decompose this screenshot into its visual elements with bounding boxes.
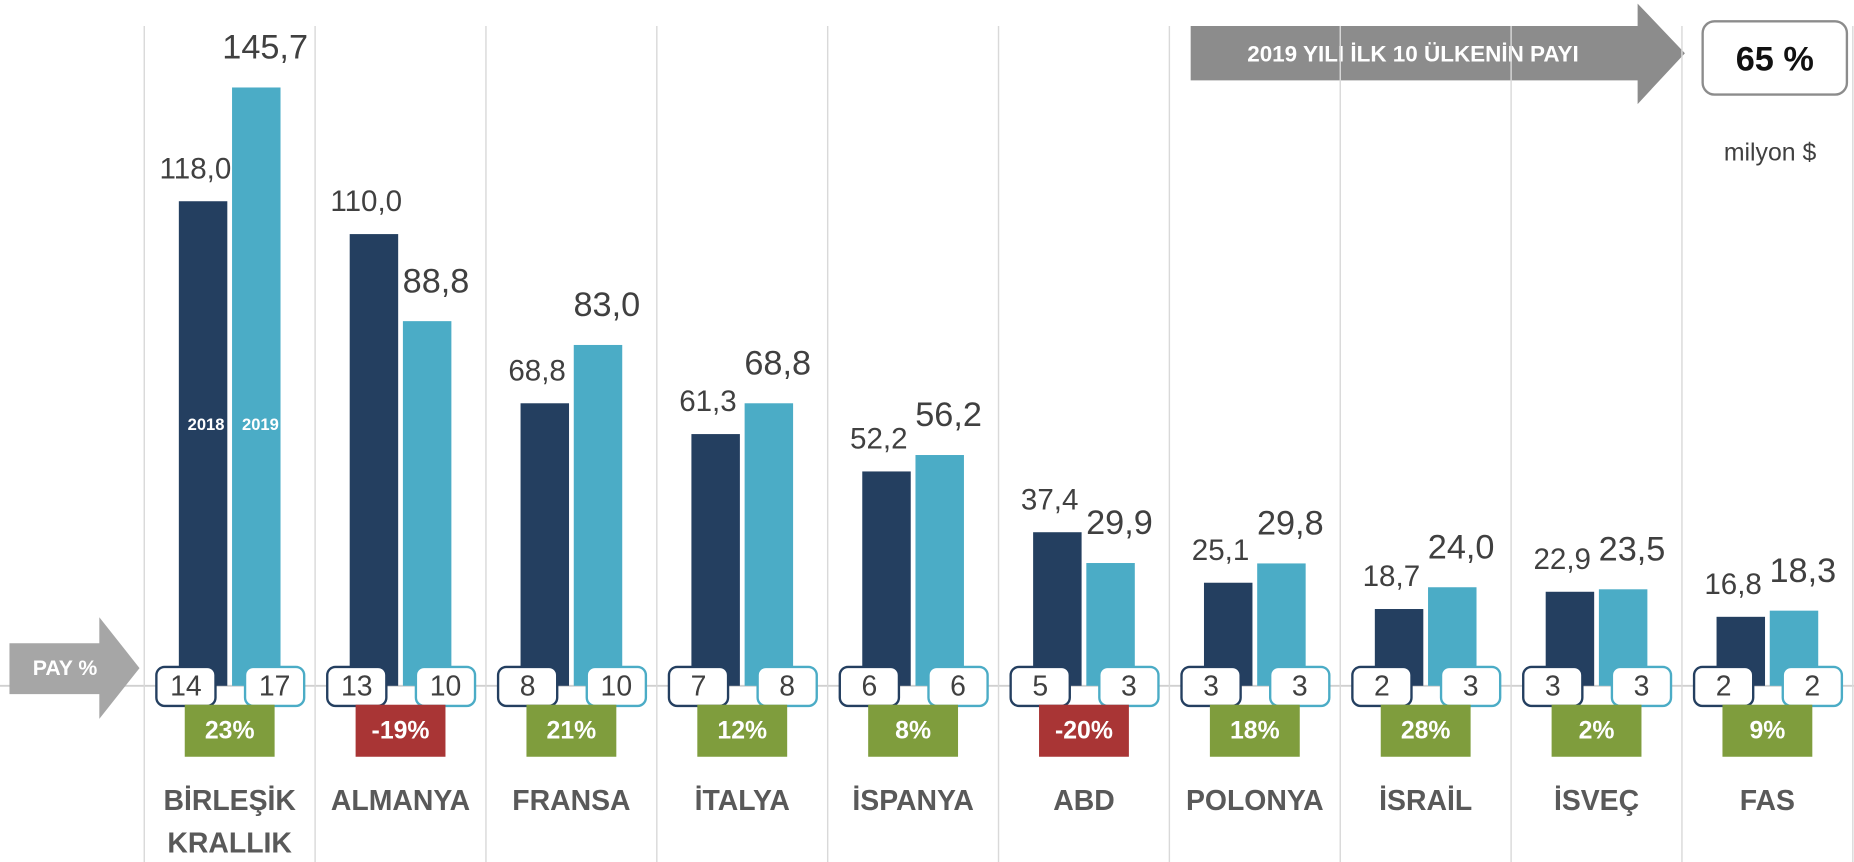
category-label: FRANSA — [486, 780, 656, 862]
category-label: ALMANYA — [315, 780, 485, 862]
share-label: 3 — [1121, 671, 1137, 703]
category-label: İSPANYA — [828, 780, 998, 862]
bar — [1033, 532, 1081, 686]
share-label: 2 — [1716, 671, 1732, 703]
value-label: 18,7 — [1363, 560, 1421, 593]
unit-label: milyon $ — [1724, 139, 1817, 166]
bar — [521, 403, 569, 686]
value-label: 118,0 — [160, 152, 232, 185]
share-label: 5 — [1032, 671, 1048, 703]
share-label: 6 — [861, 671, 877, 703]
x-tick-label: İSRAİL — [1341, 780, 1511, 823]
value-label: 25,1 — [1192, 534, 1250, 567]
share-label: 7 — [691, 671, 707, 703]
bar — [745, 403, 793, 686]
chart: PAY % 2019 YILI İLK 10 ÜLKENİN PAYI 65 %… — [0, 0, 1854, 862]
change-label: 28% — [1401, 717, 1451, 744]
x-tick-label: İSVEÇ — [1511, 780, 1681, 823]
value-label: 56,2 — [915, 396, 982, 434]
value-label: 68,8 — [744, 345, 811, 383]
pay-label: PAY % — [33, 656, 98, 680]
category-label: POLONYA — [1170, 780, 1340, 862]
bar — [350, 234, 398, 686]
value-label: 83,0 — [574, 286, 641, 324]
bar — [691, 434, 739, 686]
bar — [179, 201, 227, 686]
top10-value: 65 % — [1736, 41, 1814, 79]
value-label: 110,0 — [330, 185, 402, 218]
share-label: 2 — [1374, 671, 1390, 703]
x-tick-label: ALMANYA — [315, 780, 485, 823]
x-tick-label: FRANSA — [486, 780, 656, 823]
value-label: 16,8 — [1704, 568, 1762, 601]
share-label: 3 — [1463, 671, 1479, 703]
x-tick-label: İSPANYA — [828, 780, 998, 823]
value-label: 18,3 — [1770, 552, 1837, 590]
change-label: -20% — [1055, 717, 1113, 744]
x-tick-label: POLONYA — [1170, 780, 1340, 823]
share-label: 3 — [1203, 671, 1219, 703]
value-label: 68,8 — [508, 354, 566, 387]
share-label: 14 — [170, 671, 202, 703]
value-label: 29,8 — [1257, 505, 1324, 543]
value-label: 22,9 — [1533, 543, 1591, 576]
top10-label: 2019 YILI İLK 10 ÜLKENİN PAYI — [1247, 42, 1579, 67]
category-label: İTALYA — [657, 780, 827, 862]
change-label: 8% — [895, 717, 931, 744]
page: {"chart_data": {"type": "bar", "categori… — [0, 0, 1854, 862]
x-tick-label: İTALYA — [657, 780, 827, 823]
bar — [232, 87, 280, 685]
category-label: BİRLEŞİK KRALLIK — [145, 780, 315, 862]
bar — [915, 455, 963, 686]
category-label: FAS — [1682, 780, 1852, 862]
share-label: 3 — [1545, 671, 1561, 703]
change-label: 18% — [1230, 717, 1280, 744]
category-label: ABD — [999, 780, 1169, 862]
change-label: 2% — [1579, 717, 1615, 744]
legend-label: 2019 — [242, 415, 279, 434]
value-label: 88,8 — [403, 262, 470, 300]
change-label: 23% — [205, 717, 255, 744]
x-tick-label: FAS — [1682, 780, 1852, 823]
value-label: 23,5 — [1599, 531, 1666, 569]
share-label: 8 — [520, 671, 536, 703]
change-label: -19% — [372, 717, 430, 744]
value-label: 145,7 — [222, 29, 308, 67]
legend-label: 2018 — [188, 415, 225, 434]
share-label: 10 — [601, 671, 633, 703]
value-label: 52,2 — [850, 423, 908, 456]
share-label: 10 — [430, 671, 462, 703]
share-label: 3 — [1292, 671, 1308, 703]
category-label: İSRAİL — [1341, 780, 1511, 862]
bar — [574, 345, 622, 686]
x-tick-label: BİRLEŞİK KRALLIK — [145, 780, 315, 862]
share-label: 3 — [1634, 671, 1650, 703]
change-label: 12% — [717, 717, 767, 744]
bar — [403, 321, 451, 686]
bar — [862, 471, 910, 685]
value-label: 61,3 — [679, 385, 737, 418]
share-label: 2 — [1804, 671, 1820, 703]
value-label: 37,4 — [1021, 483, 1079, 516]
change-label: 21% — [547, 717, 597, 744]
change-label: 9% — [1749, 717, 1785, 744]
value-label: 24,0 — [1428, 528, 1495, 566]
share-label: 8 — [779, 671, 795, 703]
category-label: İSVEÇ — [1511, 780, 1681, 862]
share-label: 17 — [259, 671, 291, 703]
value-label: 29,9 — [1086, 504, 1153, 542]
x-tick-label: ABD — [999, 780, 1169, 823]
share-label: 13 — [341, 671, 373, 703]
share-label: 6 — [950, 671, 966, 703]
